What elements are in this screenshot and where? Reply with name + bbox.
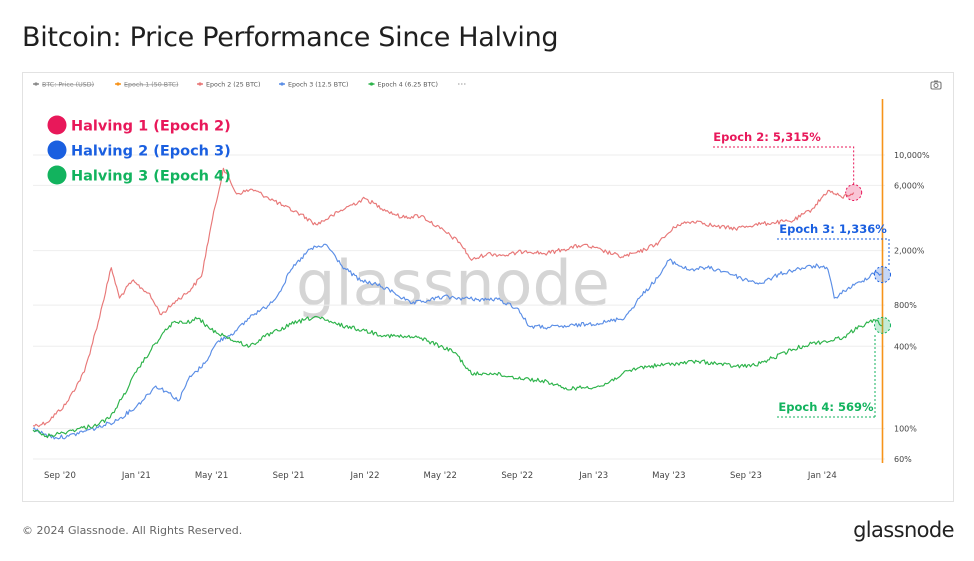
halving-dot-icon bbox=[47, 115, 67, 135]
halving-legend: Halving 1 (Epoch 2) Halving 2 (Epoch 3) Ha… bbox=[47, 115, 231, 185]
legend-label: Epoch 1 (50 BTC) bbox=[124, 82, 178, 89]
annotation-leader bbox=[821, 146, 855, 185]
annotation-label: Epoch 4: 569% bbox=[778, 400, 874, 414]
halving-legend-item-1: Halving 1 (Epoch 2) bbox=[47, 115, 231, 135]
halving-legend-label: Halving 1 (Epoch 2) bbox=[71, 119, 231, 135]
annotation-circle bbox=[873, 316, 891, 334]
legend-label: Epoch 3 (12.5 BTC) bbox=[288, 82, 348, 89]
halving-legend-item-3: Halving 3 (Epoch 4) bbox=[47, 165, 231, 185]
x-tick-label: Jan '21 bbox=[121, 471, 151, 481]
legend-item-4[interactable]: Epoch 4 (6.25 BTC) bbox=[368, 82, 438, 89]
grid-lines bbox=[33, 154, 885, 460]
y-tick-label: 2,000% bbox=[894, 247, 925, 256]
chart-panel: BTC: Price (USD) Epoch 1 (50 BTC) Epoch 2 … bbox=[22, 72, 954, 502]
x-tick-label: Sep '21 bbox=[273, 471, 305, 481]
legend-label: BTC: Price (USD) bbox=[42, 82, 94, 89]
legend-dot-icon bbox=[280, 82, 284, 86]
halving-legend-label: Halving 3 (Epoch 4) bbox=[71, 169, 231, 185]
annotation-epoch-4: Epoch 4: 569% bbox=[777, 316, 891, 418]
page-title: Bitcoin: Price Performance Since Halving bbox=[22, 22, 559, 53]
legend-item-0[interactable]: BTC: Price (USD) bbox=[33, 82, 94, 89]
brand-logo-text: glassnode bbox=[853, 518, 955, 542]
halving-dot-icon bbox=[47, 140, 67, 160]
x-tick-label: May '23 bbox=[652, 471, 685, 481]
annotation-circle bbox=[845, 184, 863, 202]
halving-legend-item-2: Halving 2 (Epoch 3) bbox=[47, 140, 231, 160]
annotation-label: Epoch 3: 1,336% bbox=[779, 222, 887, 236]
y-axis: 60% 100% 400% 800% 2,000% 6,000% 10,000% bbox=[894, 151, 930, 464]
camera-icon[interactable] bbox=[930, 80, 942, 90]
watermark-text: glassnode bbox=[296, 247, 610, 320]
y-tick-label: 800% bbox=[894, 301, 917, 310]
series-line-epoch-2 bbox=[32, 167, 855, 428]
annotation-epoch-2: Epoch 2: 5,315% bbox=[713, 130, 863, 202]
chart-svg: BTC: Price (USD) Epoch 1 (50 BTC) Epoch 2 … bbox=[32, 80, 942, 481]
x-tick-label: Jan '22 bbox=[350, 471, 380, 481]
x-tick-label: May '21 bbox=[195, 471, 228, 481]
y-tick-label: 400% bbox=[894, 342, 917, 351]
halving-dot-icon bbox=[47, 165, 67, 185]
annotation-label: Epoch 2: 5,315% bbox=[713, 130, 821, 144]
series-legend: BTC: Price (USD) Epoch 1 (50 BTC) Epoch 2 … bbox=[33, 82, 466, 89]
series-line-epoch-4 bbox=[32, 315, 883, 439]
x-tick-label: May '22 bbox=[423, 471, 456, 481]
halving-legend-label: Halving 2 (Epoch 3) bbox=[71, 144, 231, 160]
legend-item-2[interactable]: Epoch 2 (25 BTC) bbox=[197, 82, 260, 89]
x-tick-label: Jan '23 bbox=[578, 471, 608, 481]
x-tick-label: Sep '20 bbox=[44, 471, 76, 481]
y-tick-label: 60% bbox=[894, 455, 912, 464]
annotations: Epoch 2: 5,315% Epoch 3: 1,336% Epoch 4: 5… bbox=[713, 130, 891, 418]
legend-label: Epoch 2 (25 BTC) bbox=[206, 82, 260, 89]
legend-dot-icon bbox=[116, 82, 120, 86]
y-tick-label: 10,000% bbox=[894, 151, 930, 160]
x-tick-label: Sep '23 bbox=[730, 471, 762, 481]
series-line-epoch-3 bbox=[32, 243, 883, 440]
x-axis: Sep '20 Jan '21 May '21 Sep '21 Jan '22 May '… bbox=[44, 471, 837, 481]
series-lines bbox=[32, 167, 883, 440]
legend-dot-icon bbox=[34, 82, 38, 86]
y-tick-label: 100% bbox=[894, 425, 917, 434]
legend-dot-icon bbox=[369, 82, 374, 86]
legend-dot-icon bbox=[198, 82, 202, 86]
legend-label: Epoch 4 (6.25 BTC) bbox=[378, 82, 438, 89]
legend-item-1[interactable]: Epoch 1 (50 BTC) bbox=[115, 82, 178, 89]
copyright-text: © 2024 Glassnode. All Rights Reserved. bbox=[22, 524, 243, 537]
annotation-epoch-3: Epoch 3: 1,336% bbox=[777, 222, 891, 284]
legend-item-3[interactable]: Epoch 3 (12.5 BTC) bbox=[279, 82, 348, 89]
x-tick-label: Jan '24 bbox=[807, 471, 837, 481]
y-tick-label: 6,000% bbox=[894, 181, 925, 190]
annotation-circle bbox=[873, 266, 891, 284]
x-tick-label: Sep '22 bbox=[501, 471, 533, 481]
